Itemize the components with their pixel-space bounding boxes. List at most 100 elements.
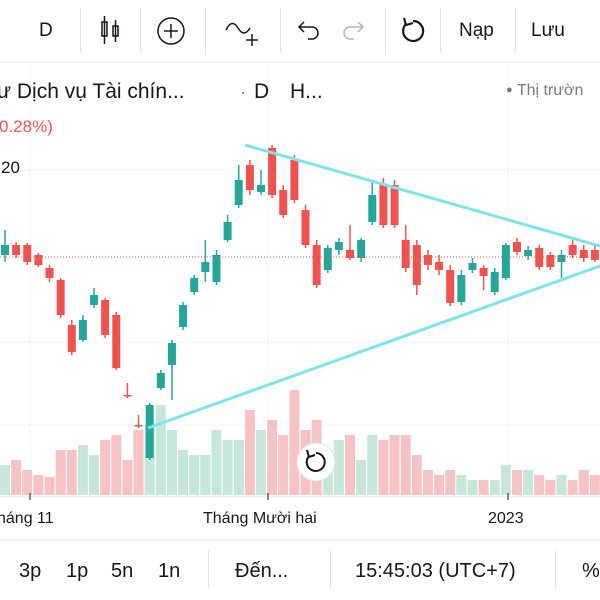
- volume-bar: [478, 480, 489, 495]
- candle-icon[interactable]: [101, 16, 119, 44]
- candle-body: [223, 222, 232, 240]
- volume-bar: [578, 470, 589, 495]
- volume-bar: [523, 470, 534, 495]
- candle-body: [112, 315, 121, 368]
- interval-button[interactable]: D: [39, 20, 53, 41]
- volume-bar: [445, 470, 456, 495]
- reset-button[interactable]: [296, 442, 336, 482]
- volume-bar: [467, 480, 478, 495]
- legend-exchange: H...: [290, 80, 323, 103]
- volume-bar: [200, 455, 211, 495]
- volume-bar: [211, 430, 222, 495]
- legend-value: 20: [1, 158, 20, 177]
- volume-bar: [333, 440, 344, 495]
- volume-bar: [367, 435, 378, 495]
- candle-body: [501, 245, 510, 278]
- candle-body: [201, 262, 210, 272]
- volume-bar: [422, 470, 433, 495]
- volume-bar: [133, 430, 144, 495]
- volume-bar: [100, 440, 111, 495]
- range-button[interactable]: 5n: [111, 560, 134, 582]
- market-text: Thị trườn: [516, 82, 584, 99]
- candle-body: [145, 405, 154, 458]
- candle-body: [190, 278, 199, 292]
- legend-change: 0.28%): [0, 117, 53, 136]
- undo-icon[interactable]: [297, 21, 319, 40]
- candle-body: [412, 245, 421, 285]
- volume-bar: [356, 460, 367, 495]
- range-button[interactable]: 3p: [19, 560, 42, 582]
- candle-body: [368, 195, 377, 222]
- range-button[interactable]: 1p: [66, 560, 89, 582]
- volume-bar: [89, 455, 100, 495]
- volume-bar: [567, 480, 578, 495]
- candle-body: [468, 263, 477, 270]
- range-button[interactable]: 1n: [158, 560, 181, 582]
- candle-body: [423, 255, 432, 265]
- time-display[interactable]: 15:45:03 (UTC+7): [355, 560, 516, 582]
- indicator-icon[interactable]: [225, 22, 258, 46]
- trend-line: [147, 264, 600, 430]
- candle-body: [45, 268, 54, 278]
- volume-bar: [389, 435, 400, 495]
- volume-bar: [489, 480, 500, 495]
- percent-button[interactable]: %: [582, 560, 600, 582]
- volume-bar: [33, 475, 44, 495]
- volume-bar: [244, 410, 255, 495]
- market-status: ● Thị trườn: [506, 82, 584, 99]
- volume-bar: [278, 435, 289, 495]
- candle-body: [357, 240, 366, 258]
- candle-body: [234, 180, 243, 205]
- candle-body: [179, 305, 188, 327]
- candle-body: [479, 268, 488, 276]
- candle-body: [334, 242, 343, 250]
- volume-bar: [233, 440, 244, 495]
- redo-icon[interactable]: [343, 21, 365, 40]
- grid: [0, 62, 600, 497]
- candle-body: [23, 245, 32, 262]
- candle-body: [446, 270, 455, 303]
- candle-body: [568, 245, 577, 255]
- trend-line: [244, 143, 600, 248]
- separator-dot: ·: [240, 82, 246, 102]
- volume-bar: [267, 420, 278, 495]
- candle-body: [12, 245, 21, 255]
- volume-bar: [166, 430, 177, 495]
- candle-body: [90, 295, 99, 305]
- symbol-name: ư Dịch vụ Tài chín...: [0, 80, 185, 103]
- save-button[interactable]: Lưu: [531, 20, 565, 41]
- candle-body: [34, 255, 43, 265]
- volume-bar: [11, 460, 22, 495]
- candle-body: [1, 245, 9, 255]
- candle-body: [279, 190, 288, 215]
- volume-bar: [222, 440, 233, 495]
- candle-body: [435, 262, 444, 270]
- refresh-icon[interactable]: [402, 17, 425, 43]
- candle-body: [301, 210, 310, 245]
- candle-body: [401, 240, 410, 268]
- candle-body: [245, 165, 254, 190]
- x-axis-label: 2023: [488, 510, 524, 527]
- volume-bar: [345, 435, 356, 495]
- reload-button[interactable]: Nạp: [459, 20, 494, 41]
- volume-bar: [456, 475, 467, 495]
- volume-bar: [400, 435, 411, 495]
- volume-bar: [189, 455, 200, 495]
- legend-interval: D: [254, 80, 270, 103]
- candle-body: [167, 343, 176, 365]
- candle-body: [156, 373, 165, 388]
- candle-body: [379, 185, 388, 225]
- candle-body: [290, 160, 299, 200]
- x-axis-label: Tháng Mười hai: [203, 510, 317, 527]
- volume-bar: [0, 465, 10, 495]
- candle-body: [56, 280, 65, 315]
- add-icon[interactable]: [157, 17, 185, 45]
- volume-bar: [434, 475, 445, 495]
- candle-body: [268, 148, 277, 195]
- goto-button[interactable]: Đến...: [235, 560, 289, 582]
- candle-body: [557, 255, 566, 262]
- volume-bar: [534, 475, 545, 495]
- candle-body: [579, 250, 588, 258]
